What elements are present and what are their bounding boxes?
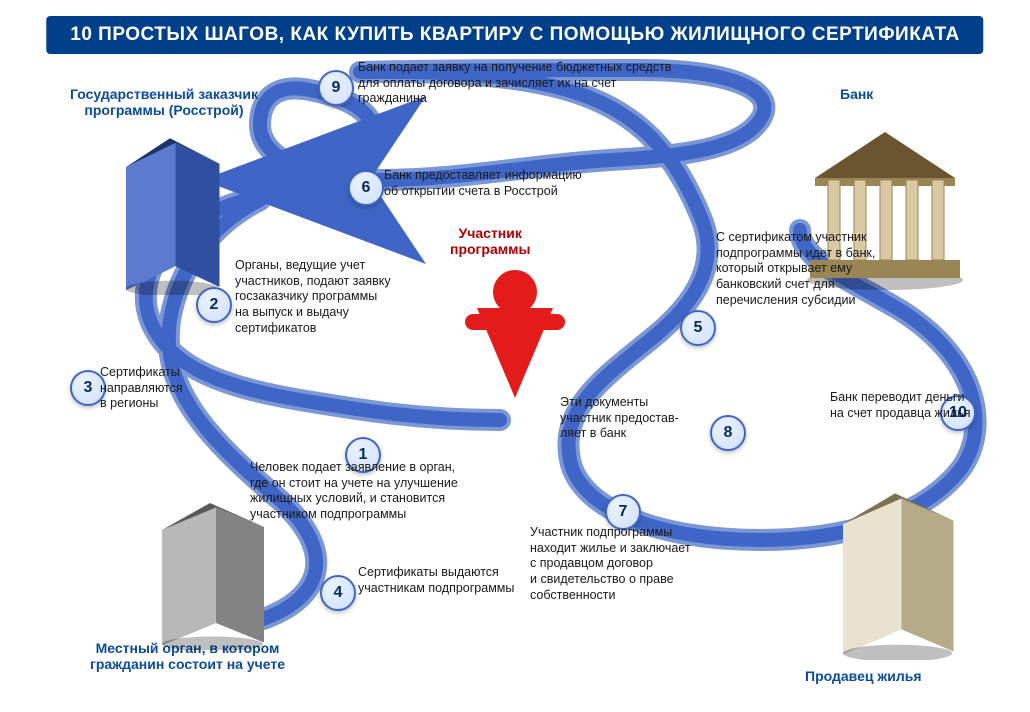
step-badge-5: 5 <box>680 310 716 346</box>
step-badge-6: 6 <box>348 170 384 206</box>
step-text-7: Участник подпрограммынаходит жилье и зак… <box>530 525 750 603</box>
step-text-6: Банк предоставляет информациюоб открытии… <box>384 168 604 199</box>
step-badge-2: 2 <box>196 287 232 323</box>
label-bank: Банк <box>840 86 873 102</box>
step-badge-9: 9 <box>318 70 354 106</box>
participant-icon <box>465 270 565 398</box>
step-text-8: Эти документыучастник предостав-ляет в б… <box>560 395 750 442</box>
title-text: 10 ПРОСТЫХ ШАГОВ, КАК КУПИТЬ КВАРТИРУ С … <box>70 24 959 45</box>
building-rosstroy <box>115 135 225 295</box>
step-text-4: Сертификаты выдаютсяучастникам подпрогра… <box>358 565 558 596</box>
step-text-5: С сертификатом участникподпрограммы идет… <box>716 230 916 308</box>
label-seller: Продавец жилья <box>805 668 922 684</box>
label-participant: Участникпрограммы <box>450 225 530 257</box>
step-text-10: Банк переводит деньгина счет продавца жи… <box>830 390 990 421</box>
building-seller <box>830 490 960 660</box>
title-banner: 10 ПРОСТЫХ ШАГОВ, КАК КУПИТЬ КВАРТИРУ С … <box>46 16 983 54</box>
label-rosstroy: Государственный заказчикпрограммы (Росст… <box>70 86 258 118</box>
step-text-9: Банк подает заявку на получение бюджетны… <box>358 60 688 107</box>
step-badge-4: 4 <box>320 575 356 611</box>
step-text-2: Органы, ведущие учетучастников, подают з… <box>235 258 445 336</box>
building-local <box>150 500 270 650</box>
step-text-3: Сертификатынаправляютсяв регионы <box>100 365 260 412</box>
step-text-1: Человек подает заявление в орган,где он … <box>250 460 460 523</box>
infographic-canvas: { "type": "flowchart-infographic", "canv… <box>0 0 1030 712</box>
